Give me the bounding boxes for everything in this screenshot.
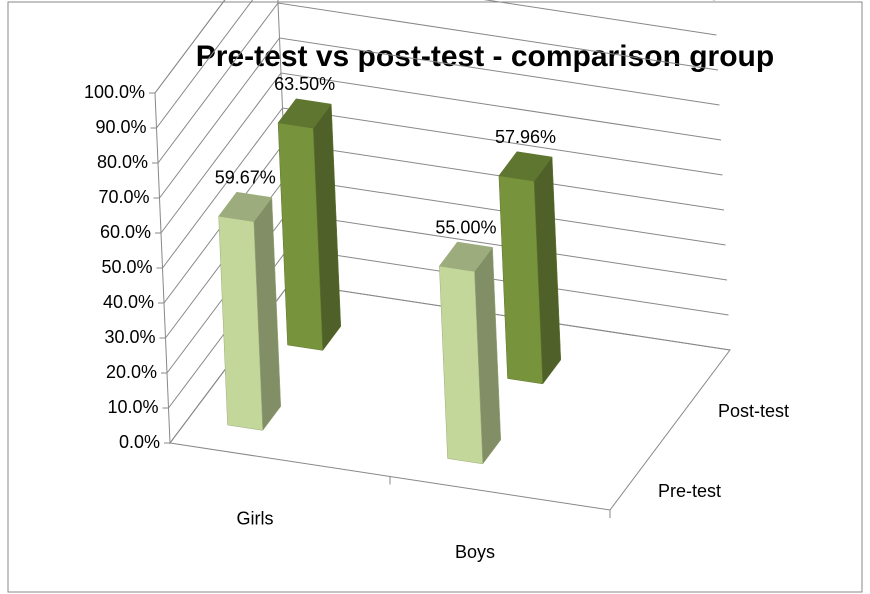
grid-line (157, 2, 719, 164)
y-tick-label: 50.0% (101, 257, 152, 277)
y-tick-label: 10.0% (107, 397, 158, 417)
bar (498, 151, 562, 385)
value-label: 57.96% (495, 127, 556, 147)
chart-frame (7, 1, 863, 593)
grid-line (162, 107, 723, 269)
grid-line (160, 72, 722, 234)
y-tick-label: 30.0% (104, 327, 155, 347)
bar-top (438, 241, 494, 272)
y-tick-label: 100.0% (84, 82, 145, 102)
grid-line (154, 0, 715, 94)
value-label: 63.50% (274, 74, 335, 94)
bar (438, 241, 502, 465)
bar-top (277, 98, 332, 129)
y-tick-label: 70.0% (98, 187, 149, 207)
bar (218, 191, 282, 432)
x-tick-label: Boys (455, 542, 495, 562)
value-label: 59.67% (215, 168, 276, 188)
legend-label: Pre-test (658, 481, 721, 501)
bar (277, 98, 342, 352)
chart-title: Pre-test vs post-test - comparison group (196, 40, 774, 73)
value-label: 55.00% (435, 217, 496, 237)
y-tick-label: 0.0% (119, 432, 160, 452)
grid-line (156, 0, 717, 129)
legend-label: Post-test (718, 401, 789, 421)
grid-line (159, 37, 720, 199)
y-tick-label: 20.0% (106, 362, 157, 382)
x-tick-label: Girls (237, 509, 274, 529)
y-tick-label: 60.0% (100, 222, 151, 242)
y-tick-label: 80.0% (97, 152, 148, 172)
y-tick-label: 40.0% (103, 292, 154, 312)
bar-top (218, 191, 273, 222)
bar-top (498, 151, 553, 182)
y-tick-label: 90.0% (95, 117, 146, 137)
